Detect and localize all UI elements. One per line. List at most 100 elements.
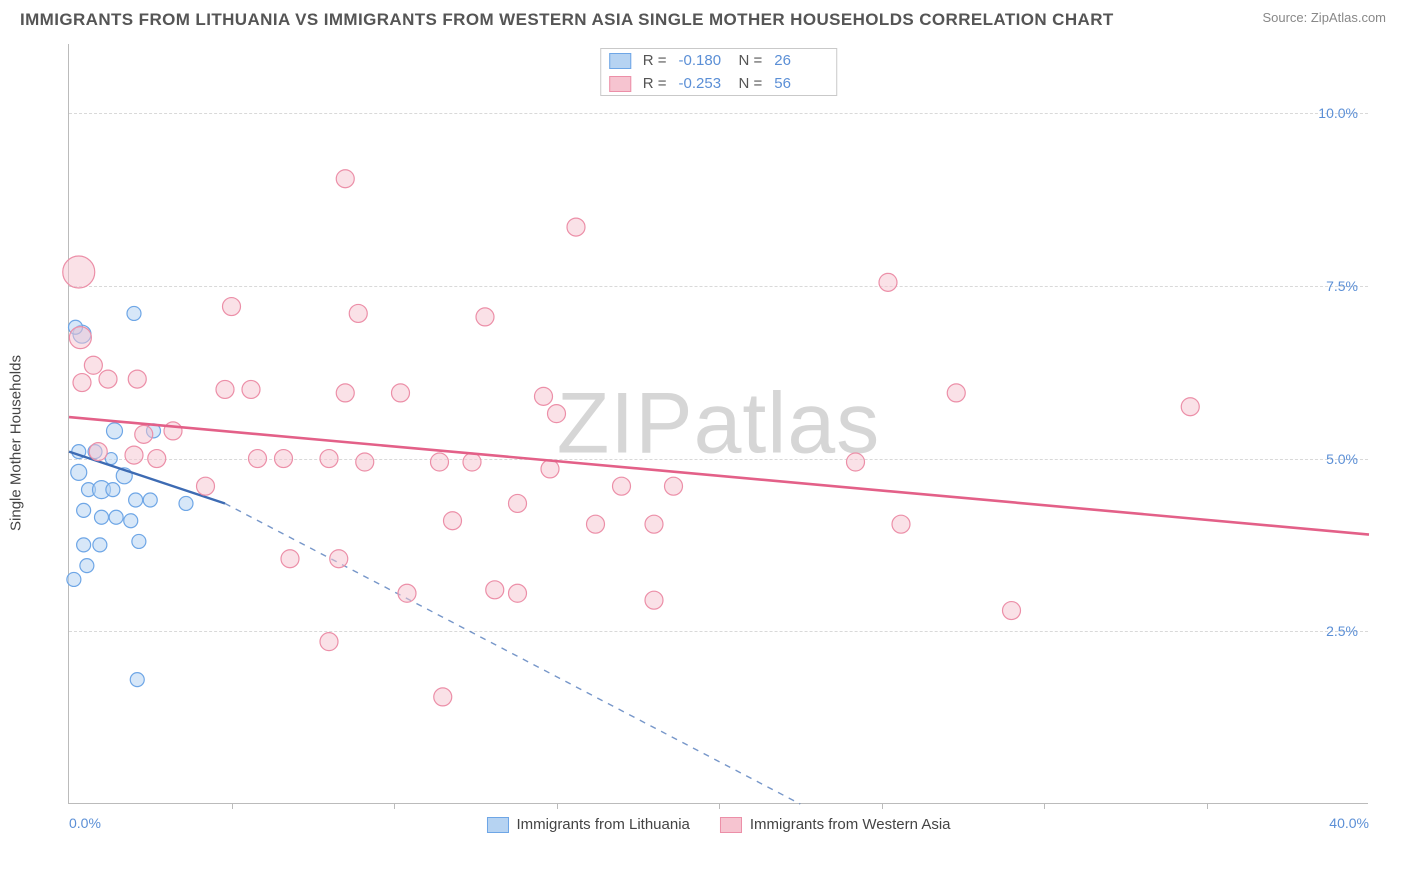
data-point-lithuania	[80, 559, 94, 573]
data-point-western_asia	[476, 308, 494, 326]
data-point-western_asia	[249, 450, 267, 468]
trend-extension-lithuania	[225, 503, 800, 804]
data-point-lithuania	[106, 483, 120, 497]
stats-row-western_asia: R = -0.253 N = 56	[601, 72, 837, 95]
data-point-lithuania	[107, 423, 123, 439]
data-point-lithuania	[130, 673, 144, 687]
trend-line-western_asia	[69, 417, 1369, 534]
legend-label-western_asia: Immigrants from Western Asia	[750, 816, 951, 833]
data-point-lithuania	[67, 572, 81, 586]
stats-row-lithuania: R = -0.180 N = 26	[601, 49, 837, 72]
data-point-western_asia	[392, 384, 410, 402]
chart-area: Single Mother Households ZIPatlas R =-0.…	[50, 44, 1390, 842]
data-point-western_asia	[398, 584, 416, 602]
data-point-western_asia	[216, 380, 234, 398]
data-point-western_asia	[336, 170, 354, 188]
stat-r-value-western_asia: -0.253	[679, 75, 727, 92]
legend-item-western_asia: Immigrants from Western Asia	[720, 816, 951, 833]
data-point-western_asia	[281, 550, 299, 568]
data-point-western_asia	[509, 584, 527, 602]
data-point-western_asia	[892, 515, 910, 533]
data-point-western_asia	[125, 446, 143, 464]
stats-legend: R = -0.180 N = 26 R = -0.253 N = 56	[600, 48, 838, 96]
data-point-lithuania	[132, 534, 146, 548]
xtick	[1044, 803, 1045, 809]
data-point-lithuania	[109, 510, 123, 524]
data-point-lithuania	[179, 496, 193, 510]
xtick	[719, 803, 720, 809]
stat-n-label: N =	[739, 75, 763, 92]
data-point-lithuania	[71, 464, 87, 480]
legend-label-lithuania: Immigrants from Lithuania	[516, 816, 689, 833]
legend-swatch-lithuania	[486, 817, 508, 833]
data-point-western_asia	[1003, 602, 1021, 620]
data-point-western_asia	[197, 477, 215, 495]
data-point-western_asia	[463, 453, 481, 471]
data-point-western_asia	[548, 405, 566, 423]
swatch-lithuania	[609, 53, 631, 69]
legend-item-lithuania: Immigrants from Lithuania	[486, 816, 689, 833]
data-point-western_asia	[613, 477, 631, 495]
swatch-western_asia	[609, 76, 631, 92]
data-point-western_asia	[486, 581, 504, 599]
data-point-western_asia	[330, 550, 348, 568]
stat-n-value-western_asia: 56	[774, 75, 822, 92]
data-point-western_asia	[665, 477, 683, 495]
data-point-western_asia	[645, 515, 663, 533]
data-point-western_asia	[320, 450, 338, 468]
data-point-western_asia	[89, 443, 107, 461]
data-point-western_asia	[223, 298, 241, 316]
data-point-western_asia	[847, 453, 865, 471]
xtick	[557, 803, 558, 809]
chart-title: IMMIGRANTS FROM LITHUANIA VS IMMIGRANTS …	[20, 10, 1114, 30]
data-point-western_asia	[587, 515, 605, 533]
data-point-western_asia	[148, 450, 166, 468]
data-point-western_asia	[444, 512, 462, 530]
data-point-western_asia	[431, 453, 449, 471]
data-point-lithuania	[95, 510, 109, 524]
data-point-lithuania	[77, 538, 91, 552]
data-point-western_asia	[645, 591, 663, 609]
data-point-western_asia	[242, 380, 260, 398]
data-point-lithuania	[124, 514, 138, 528]
data-point-western_asia	[947, 384, 965, 402]
data-point-western_asia	[567, 218, 585, 236]
stat-r-label: R =	[643, 75, 667, 92]
legend-swatch-western_asia	[720, 817, 742, 833]
source-label: Source: ZipAtlas.com	[1262, 10, 1386, 25]
xtick	[882, 803, 883, 809]
y-axis-label: Single Mother Households	[8, 355, 25, 531]
stat-n-label: N =	[739, 52, 763, 69]
data-point-lithuania	[127, 306, 141, 320]
data-point-western_asia	[434, 688, 452, 706]
xtick	[1207, 803, 1208, 809]
series-legend: Immigrants from Lithuania Immigrants from…	[478, 816, 958, 833]
data-point-western_asia	[336, 384, 354, 402]
data-point-western_asia	[69, 327, 91, 349]
data-point-western_asia	[535, 387, 553, 405]
data-point-western_asia	[84, 356, 102, 374]
data-point-lithuania	[93, 538, 107, 552]
data-point-lithuania	[143, 493, 157, 507]
data-point-western_asia	[135, 425, 153, 443]
plot-region: ZIPatlas R =-0.180N =26R =-0.253N =56 Im…	[68, 44, 1368, 804]
stat-n-value-lithuania: 26	[774, 52, 822, 69]
data-point-western_asia	[879, 273, 897, 291]
data-point-lithuania	[129, 493, 143, 507]
xtick	[394, 803, 395, 809]
stat-r-label: R =	[643, 52, 667, 69]
data-point-western_asia	[509, 494, 527, 512]
data-point-western_asia	[63, 256, 95, 288]
stat-r-value-lithuania: -0.180	[679, 52, 727, 69]
xtick-label: 0.0%	[69, 815, 101, 831]
data-point-western_asia	[128, 370, 146, 388]
data-point-western_asia	[99, 370, 117, 388]
xtick	[232, 803, 233, 809]
data-point-western_asia	[275, 450, 293, 468]
data-point-western_asia	[349, 304, 367, 322]
data-point-western_asia	[164, 422, 182, 440]
data-point-western_asia	[320, 633, 338, 651]
data-point-western_asia	[541, 460, 559, 478]
data-point-western_asia	[73, 374, 91, 392]
data-point-western_asia	[1181, 398, 1199, 416]
